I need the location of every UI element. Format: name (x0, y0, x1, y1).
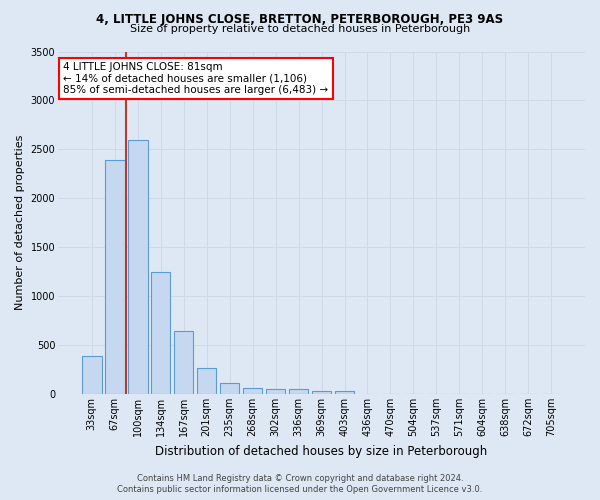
Text: 4 LITTLE JOHNS CLOSE: 81sqm
← 14% of detached houses are smaller (1,106)
85% of : 4 LITTLE JOHNS CLOSE: 81sqm ← 14% of det… (64, 62, 328, 95)
Bar (243, 388, 262, 394)
Bar (312, 390, 331, 394)
Bar (151, 272, 170, 394)
Text: Contains HM Land Registry data © Crown copyright and database right 2024.
Contai: Contains HM Land Registry data © Crown c… (118, 474, 482, 494)
X-axis label: Distribution of detached houses by size in Peterborough: Distribution of detached houses by size … (155, 444, 488, 458)
Text: Size of property relative to detached houses in Peterborough: Size of property relative to detached ho… (130, 24, 470, 34)
Bar (289, 389, 308, 394)
Bar (335, 391, 354, 394)
Bar (82, 356, 101, 394)
Bar (266, 388, 286, 394)
Text: 4, LITTLE JOHNS CLOSE, BRETTON, PETERBOROUGH, PE3 9AS: 4, LITTLE JOHNS CLOSE, BRETTON, PETERBOR… (97, 12, 503, 26)
Y-axis label: Number of detached properties: Number of detached properties (15, 135, 25, 310)
Bar (174, 332, 193, 394)
Bar (105, 160, 125, 394)
Bar (128, 140, 148, 394)
Bar (197, 368, 217, 394)
Bar (220, 383, 239, 394)
